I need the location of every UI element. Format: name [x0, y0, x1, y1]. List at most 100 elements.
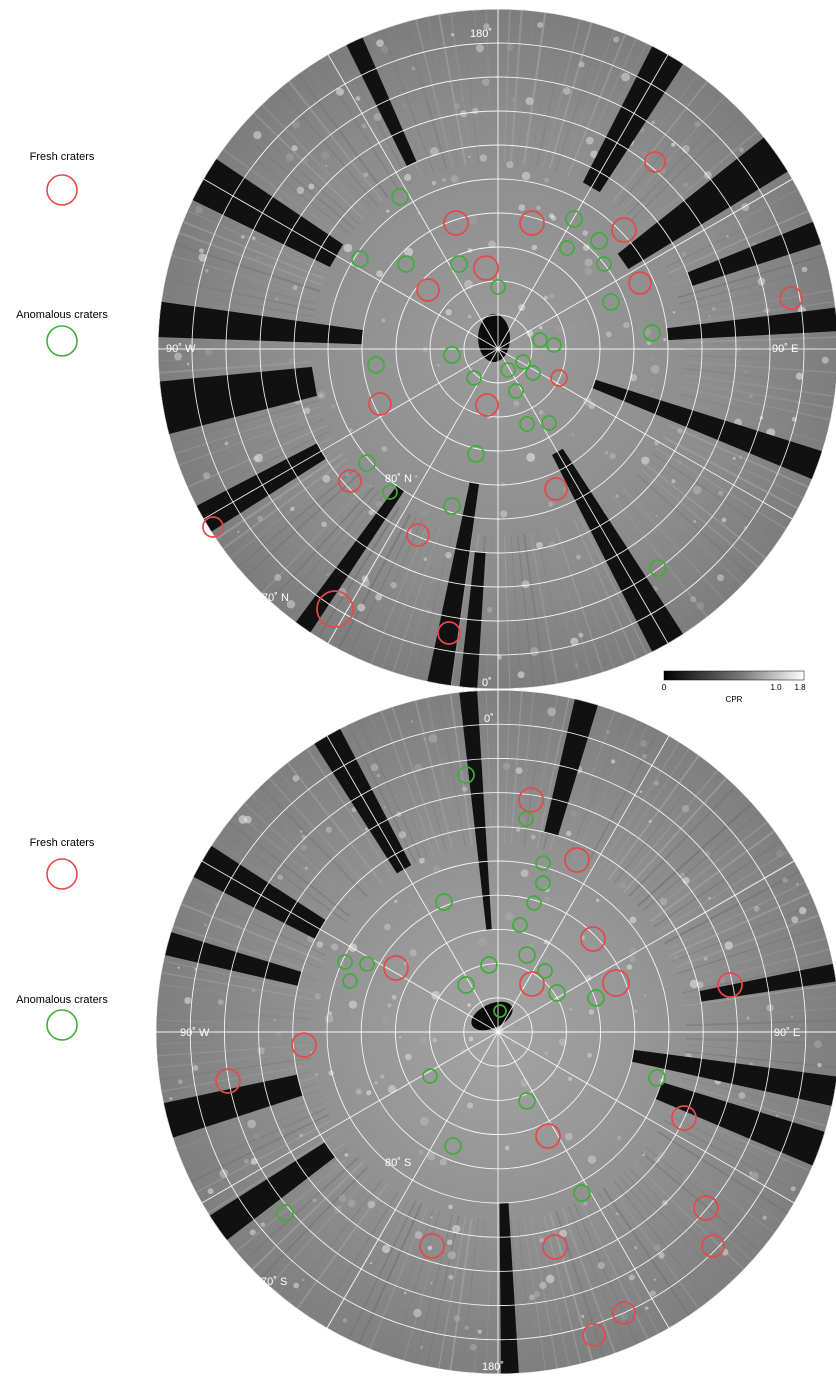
anomalous-crater-marker — [559, 240, 575, 256]
terrain-strip — [171, 412, 323, 469]
north-label-right: 90˚ E — [772, 343, 798, 355]
terrain-speckle — [628, 1274, 635, 1281]
terrain-strip — [685, 1006, 836, 1020]
terrain-speckle — [373, 113, 382, 122]
terrain-speckle — [402, 103, 407, 108]
terrain-speckle — [776, 849, 784, 858]
terrain-speckle — [694, 121, 701, 128]
terrain-speckle — [468, 155, 471, 158]
terrain-strip — [535, 9, 572, 167]
terrain-strip — [164, 252, 319, 299]
terrain-strip — [632, 478, 748, 591]
terrain-strip — [274, 491, 379, 616]
terrain-strip — [623, 1171, 732, 1292]
anomalous-crater-marker — [367, 356, 385, 374]
terrain-speckle — [364, 827, 368, 831]
terrain-speckle — [510, 97, 517, 103]
terrain-speckle — [404, 247, 414, 257]
terrain-strip — [178, 1107, 327, 1175]
terrain-strip — [679, 264, 835, 305]
terrain-strip — [254, 780, 369, 898]
terrain-strip — [184, 1113, 330, 1186]
fresh-crater-marker — [580, 926, 606, 952]
terrain-strip — [542, 530, 583, 686]
terrain-strip — [265, 90, 374, 211]
terrain-speckle — [650, 364, 660, 374]
terrain-strip — [682, 380, 836, 411]
data-gap-wedge — [631, 1049, 836, 1110]
terrain-speckle — [330, 404, 336, 410]
terrain-speckle — [643, 1150, 646, 1153]
terrain-speckle — [796, 882, 799, 886]
terrain-speckle — [582, 230, 589, 236]
terrain-speckle — [319, 393, 324, 398]
terrain-strip — [367, 522, 429, 671]
terrain-speckle — [539, 1237, 545, 1243]
anomalous-crater-marker — [422, 1068, 438, 1084]
terrain-strip — [485, 1219, 492, 1374]
terrain-speckle — [292, 775, 300, 782]
terrain-speckle — [304, 866, 309, 870]
terrain-strip — [683, 374, 836, 398]
anomalous-crater-marker — [358, 454, 376, 472]
terrain-speckle — [543, 295, 549, 300]
terrain-strip — [312, 1191, 400, 1329]
terrain-speckle — [506, 43, 514, 51]
terrain-speckle — [442, 177, 447, 183]
terrain-speckle — [376, 270, 384, 278]
terrain-speckle — [381, 1244, 391, 1254]
meridian-line — [497, 1031, 670, 1329]
terrain-speckle — [533, 1291, 541, 1298]
terrain-speckle — [448, 1274, 454, 1280]
terrain-speckle — [367, 1200, 376, 1209]
terrain-speckle — [387, 1003, 392, 1008]
data-gap-wedge — [178, 836, 326, 939]
terrain-speckle — [431, 180, 436, 186]
terrain-speckle — [572, 433, 575, 436]
terrain-speckle — [538, 410, 544, 415]
terrain-strip — [161, 264, 317, 305]
meridian-line — [497, 348, 669, 644]
anomalous-crater-marker — [500, 362, 516, 378]
terrain-strip — [156, 1038, 311, 1045]
terrain-strip — [648, 458, 779, 554]
fresh-crater-marker — [416, 278, 440, 302]
terrain-speckle — [565, 830, 572, 837]
meridian-line — [201, 860, 499, 1033]
terrain-strip — [412, 693, 454, 850]
terrain-strip — [389, 699, 441, 854]
terrain-speckle — [743, 368, 750, 375]
data-gap-wedge — [177, 149, 343, 268]
terrain-speckle — [386, 209, 390, 213]
terrain-speckle — [419, 1345, 424, 1349]
terrain-speckle — [238, 815, 248, 824]
terrain-speckle — [488, 240, 496, 249]
terrain-speckle — [651, 120, 656, 125]
anomalous-crater-marker — [537, 963, 553, 979]
terrain-strip — [685, 995, 836, 1013]
north-legend-fresh-icon — [46, 174, 78, 206]
terrain-strip — [663, 867, 807, 945]
terrain-speckle — [379, 1106, 383, 1111]
terrain-strip — [302, 742, 394, 877]
terrain-speckle — [467, 314, 472, 319]
terrain-speckle — [500, 482, 506, 487]
terrain-strip — [617, 82, 722, 207]
terrain-speckle — [404, 173, 412, 181]
terrain-speckle — [671, 142, 676, 147]
terrain-strip — [548, 15, 595, 170]
terrain-speckle — [791, 916, 799, 924]
terrain-speckle — [277, 874, 284, 880]
terrain-strip — [424, 690, 460, 849]
terrain-speckle — [671, 479, 676, 484]
terrain-speckle — [325, 826, 332, 833]
terrain-strip — [612, 75, 713, 203]
terrain-strip — [573, 519, 640, 667]
terrain-speckle — [383, 805, 386, 809]
terrain-strip — [516, 690, 536, 846]
terrain-strip — [602, 503, 693, 637]
terrain-speckle — [219, 1169, 229, 1178]
data-gap-wedge — [338, 21, 417, 167]
terrain-speckle — [583, 244, 590, 251]
terrain-speckle — [293, 1282, 300, 1289]
